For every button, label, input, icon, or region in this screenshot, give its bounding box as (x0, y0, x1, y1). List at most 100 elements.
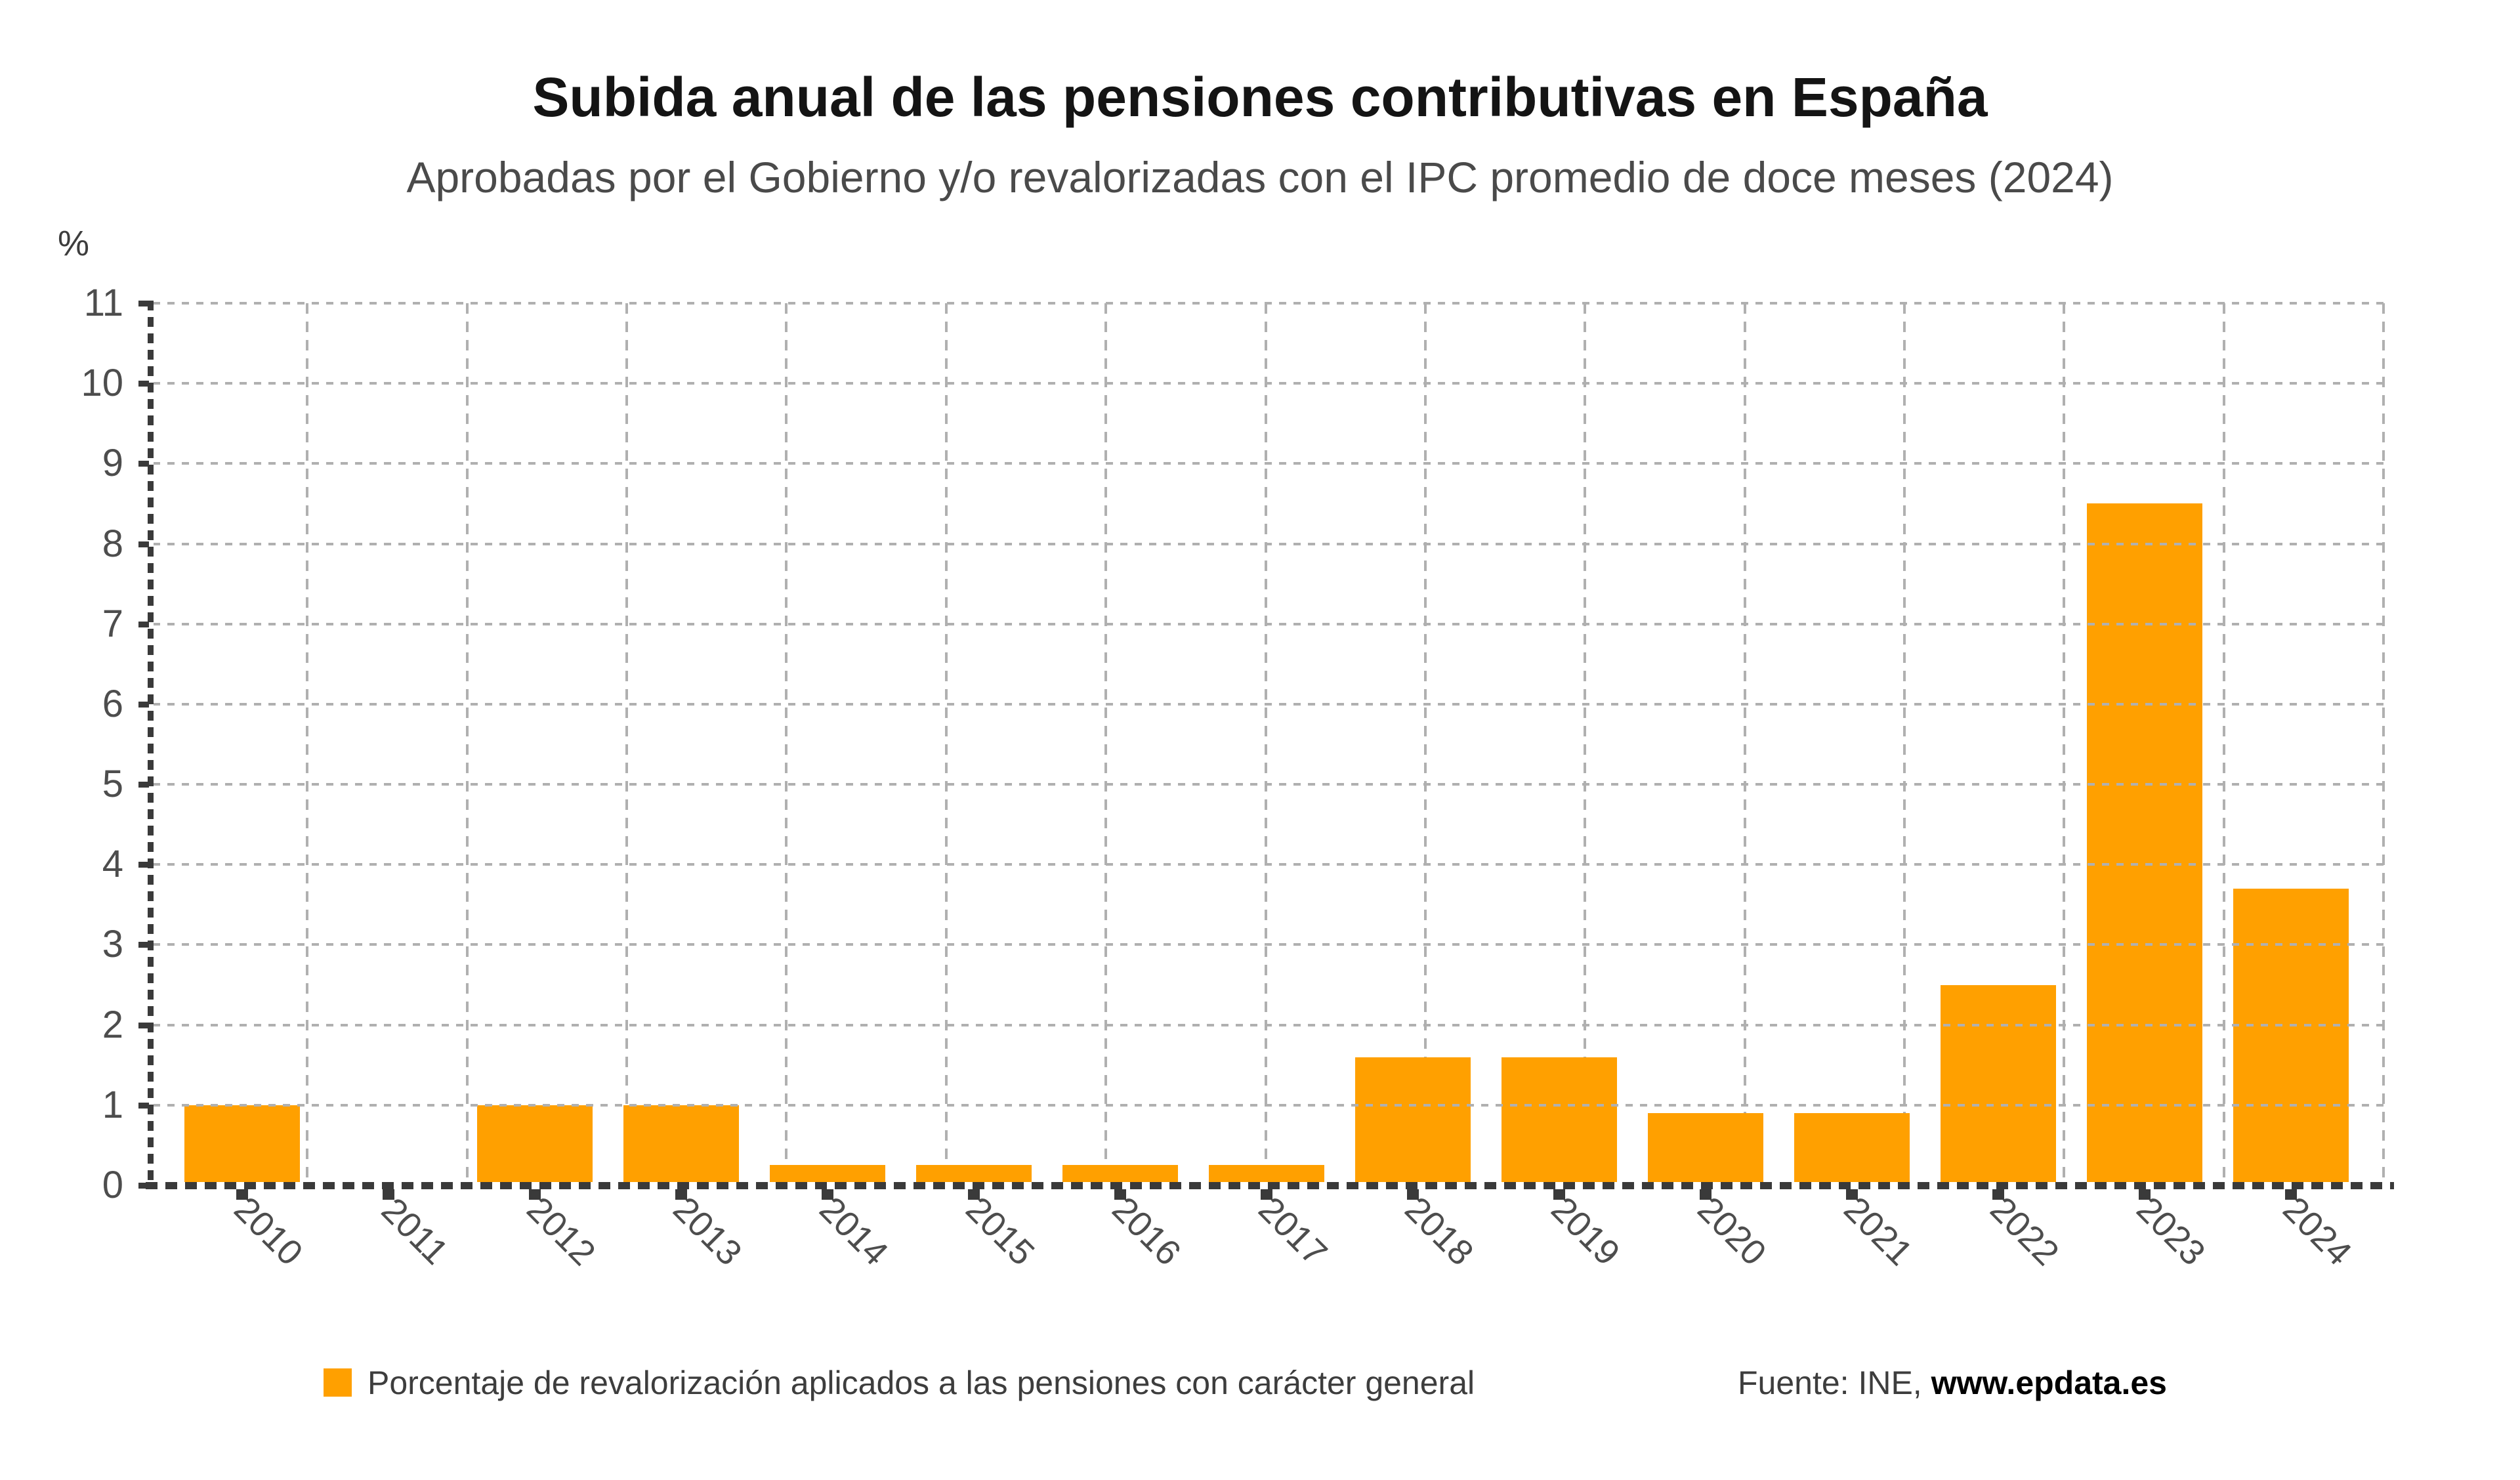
vertical-gridline (1902, 303, 1906, 1185)
x-axis-tick (236, 1189, 248, 1200)
vertical-gridline (785, 303, 788, 1185)
x-axis-tick-label: 2013 (665, 1189, 749, 1273)
horizontal-gridline (153, 1023, 2384, 1026)
x-axis-tick (1114, 1189, 1126, 1200)
horizontal-gridline (153, 382, 2384, 385)
x-axis-tick (822, 1189, 833, 1200)
y-axis-tick (138, 621, 149, 627)
y-axis-tick-label: 7 (102, 602, 123, 645)
horizontal-gridline (153, 702, 2384, 706)
x-axis-tick-label: 2014 (812, 1189, 896, 1273)
bar-2016 (1062, 1165, 1178, 1185)
y-axis-tick (138, 461, 149, 467)
vertical-gridline (306, 303, 309, 1185)
y-axis-tick-label: 3 (102, 923, 123, 966)
bar-2015 (916, 1165, 1032, 1185)
x-axis-tick (529, 1189, 541, 1200)
y-axis-tick-label: 1 (102, 1083, 123, 1126)
x-axis-tick-label: 2020 (1690, 1189, 1774, 1273)
x-axis-tick-label: 2015 (958, 1189, 1042, 1273)
vertical-gridline (2222, 303, 2225, 1185)
x-axis-tick-label: 2021 (1836, 1189, 1920, 1273)
bar-2020 (1648, 1113, 1763, 1185)
x-axis-tick (968, 1189, 980, 1200)
horizontal-gridline (153, 863, 2384, 866)
x-axis-tick-label: 2023 (2129, 1189, 2213, 1273)
bar-2014 (770, 1165, 885, 1185)
y-axis-unit-label: % (58, 224, 90, 263)
horizontal-gridline (153, 943, 2384, 946)
y-axis-tick (138, 1022, 149, 1028)
vertical-gridline (625, 303, 629, 1185)
y-axis-tick-label: 2 (102, 1003, 123, 1046)
vertical-gridline (2382, 303, 2385, 1185)
x-axis-tick-label: 2011 (373, 1190, 456, 1273)
bar-2012 (477, 1105, 593, 1185)
legend-swatch (324, 1368, 352, 1397)
y-axis-tick-label: 8 (102, 522, 123, 565)
x-axis-tick (1700, 1189, 1712, 1200)
y-axis-tick (138, 301, 149, 307)
y-axis-tick (138, 782, 149, 788)
y-axis-tick (138, 381, 149, 387)
y-axis-tick (138, 701, 149, 708)
x-axis-tick-label: 2024 (2275, 1189, 2359, 1273)
horizontal-gridline (153, 783, 2384, 786)
y-axis-tick (138, 541, 149, 547)
x-axis-tick (2139, 1189, 2151, 1200)
y-axis-tick (138, 1102, 149, 1109)
x-axis-tick-label: 2016 (1104, 1189, 1188, 1273)
vertical-gridline (1264, 303, 1267, 1185)
vertical-gridline (1104, 303, 1108, 1185)
x-axis-tick (1407, 1189, 1419, 1200)
vertical-gridline (1423, 303, 1427, 1185)
vertical-gridline (1743, 303, 1746, 1185)
bar-2018 (1355, 1057, 1471, 1185)
x-axis-tick (1846, 1189, 1858, 1200)
x-axis-tick-label: 2012 (519, 1189, 603, 1273)
bar-2021 (1794, 1113, 1910, 1185)
legend-label: Porcentaje de revalorización aplicados a… (368, 1364, 1475, 1401)
vertical-gridline (1584, 303, 1587, 1185)
y-axis-tick-label: 11 (83, 282, 123, 324)
x-axis-tick-label: 2022 (1983, 1189, 2067, 1273)
source-text: Fuente: INE, (1738, 1364, 1922, 1401)
vertical-gridline (944, 303, 948, 1185)
source-link: www.epdata.es (1931, 1364, 2167, 1401)
y-axis-tick (138, 1183, 149, 1189)
x-axis-tick (1992, 1189, 2004, 1200)
bar-2023 (2087, 503, 2202, 1185)
horizontal-gridline (153, 542, 2384, 545)
horizontal-gridline (153, 1103, 2384, 1107)
x-axis-tick-label: 2019 (1544, 1189, 1628, 1273)
x-axis-tick-label: 2017 (1251, 1189, 1335, 1273)
x-axis-tick-label: 2010 (226, 1189, 310, 1273)
y-axis-tick-label: 6 (102, 682, 123, 725)
x-axis-tick (1553, 1189, 1565, 1200)
vertical-gridline (465, 303, 469, 1185)
x-axis-line (146, 1182, 2394, 1189)
y-axis-tick-label: 4 (102, 843, 123, 886)
x-axis-tick (2285, 1189, 2297, 1200)
horizontal-gridline (153, 622, 2384, 625)
source-line: Fuente: INE, www.epdata.es (1738, 1364, 2167, 1402)
y-axis-tick-label: 5 (102, 763, 123, 806)
bar-2017 (1209, 1165, 1324, 1185)
y-axis-tick-label: 0 (102, 1164, 123, 1206)
vertical-gridline (2063, 303, 2066, 1185)
bar-2024 (2233, 888, 2349, 1185)
y-axis-line (148, 301, 154, 1189)
horizontal-gridline (153, 302, 2384, 305)
horizontal-gridline (153, 462, 2384, 465)
y-axis-tick (138, 942, 149, 948)
y-axis-tick-label: 10 (81, 362, 123, 405)
bar-2019 (1502, 1057, 1617, 1185)
chart-title: Subida anual de las pensiones contributi… (532, 66, 1988, 128)
y-axis-tick-label: 9 (102, 442, 123, 485)
chart-subtitle: Aprobadas por el Gobierno y/o revaloriza… (406, 153, 2114, 201)
y-axis-tick (138, 862, 149, 868)
x-axis-tick-label: 2018 (1397, 1189, 1481, 1273)
x-axis-tick (675, 1189, 687, 1200)
bar-2013 (623, 1105, 739, 1185)
